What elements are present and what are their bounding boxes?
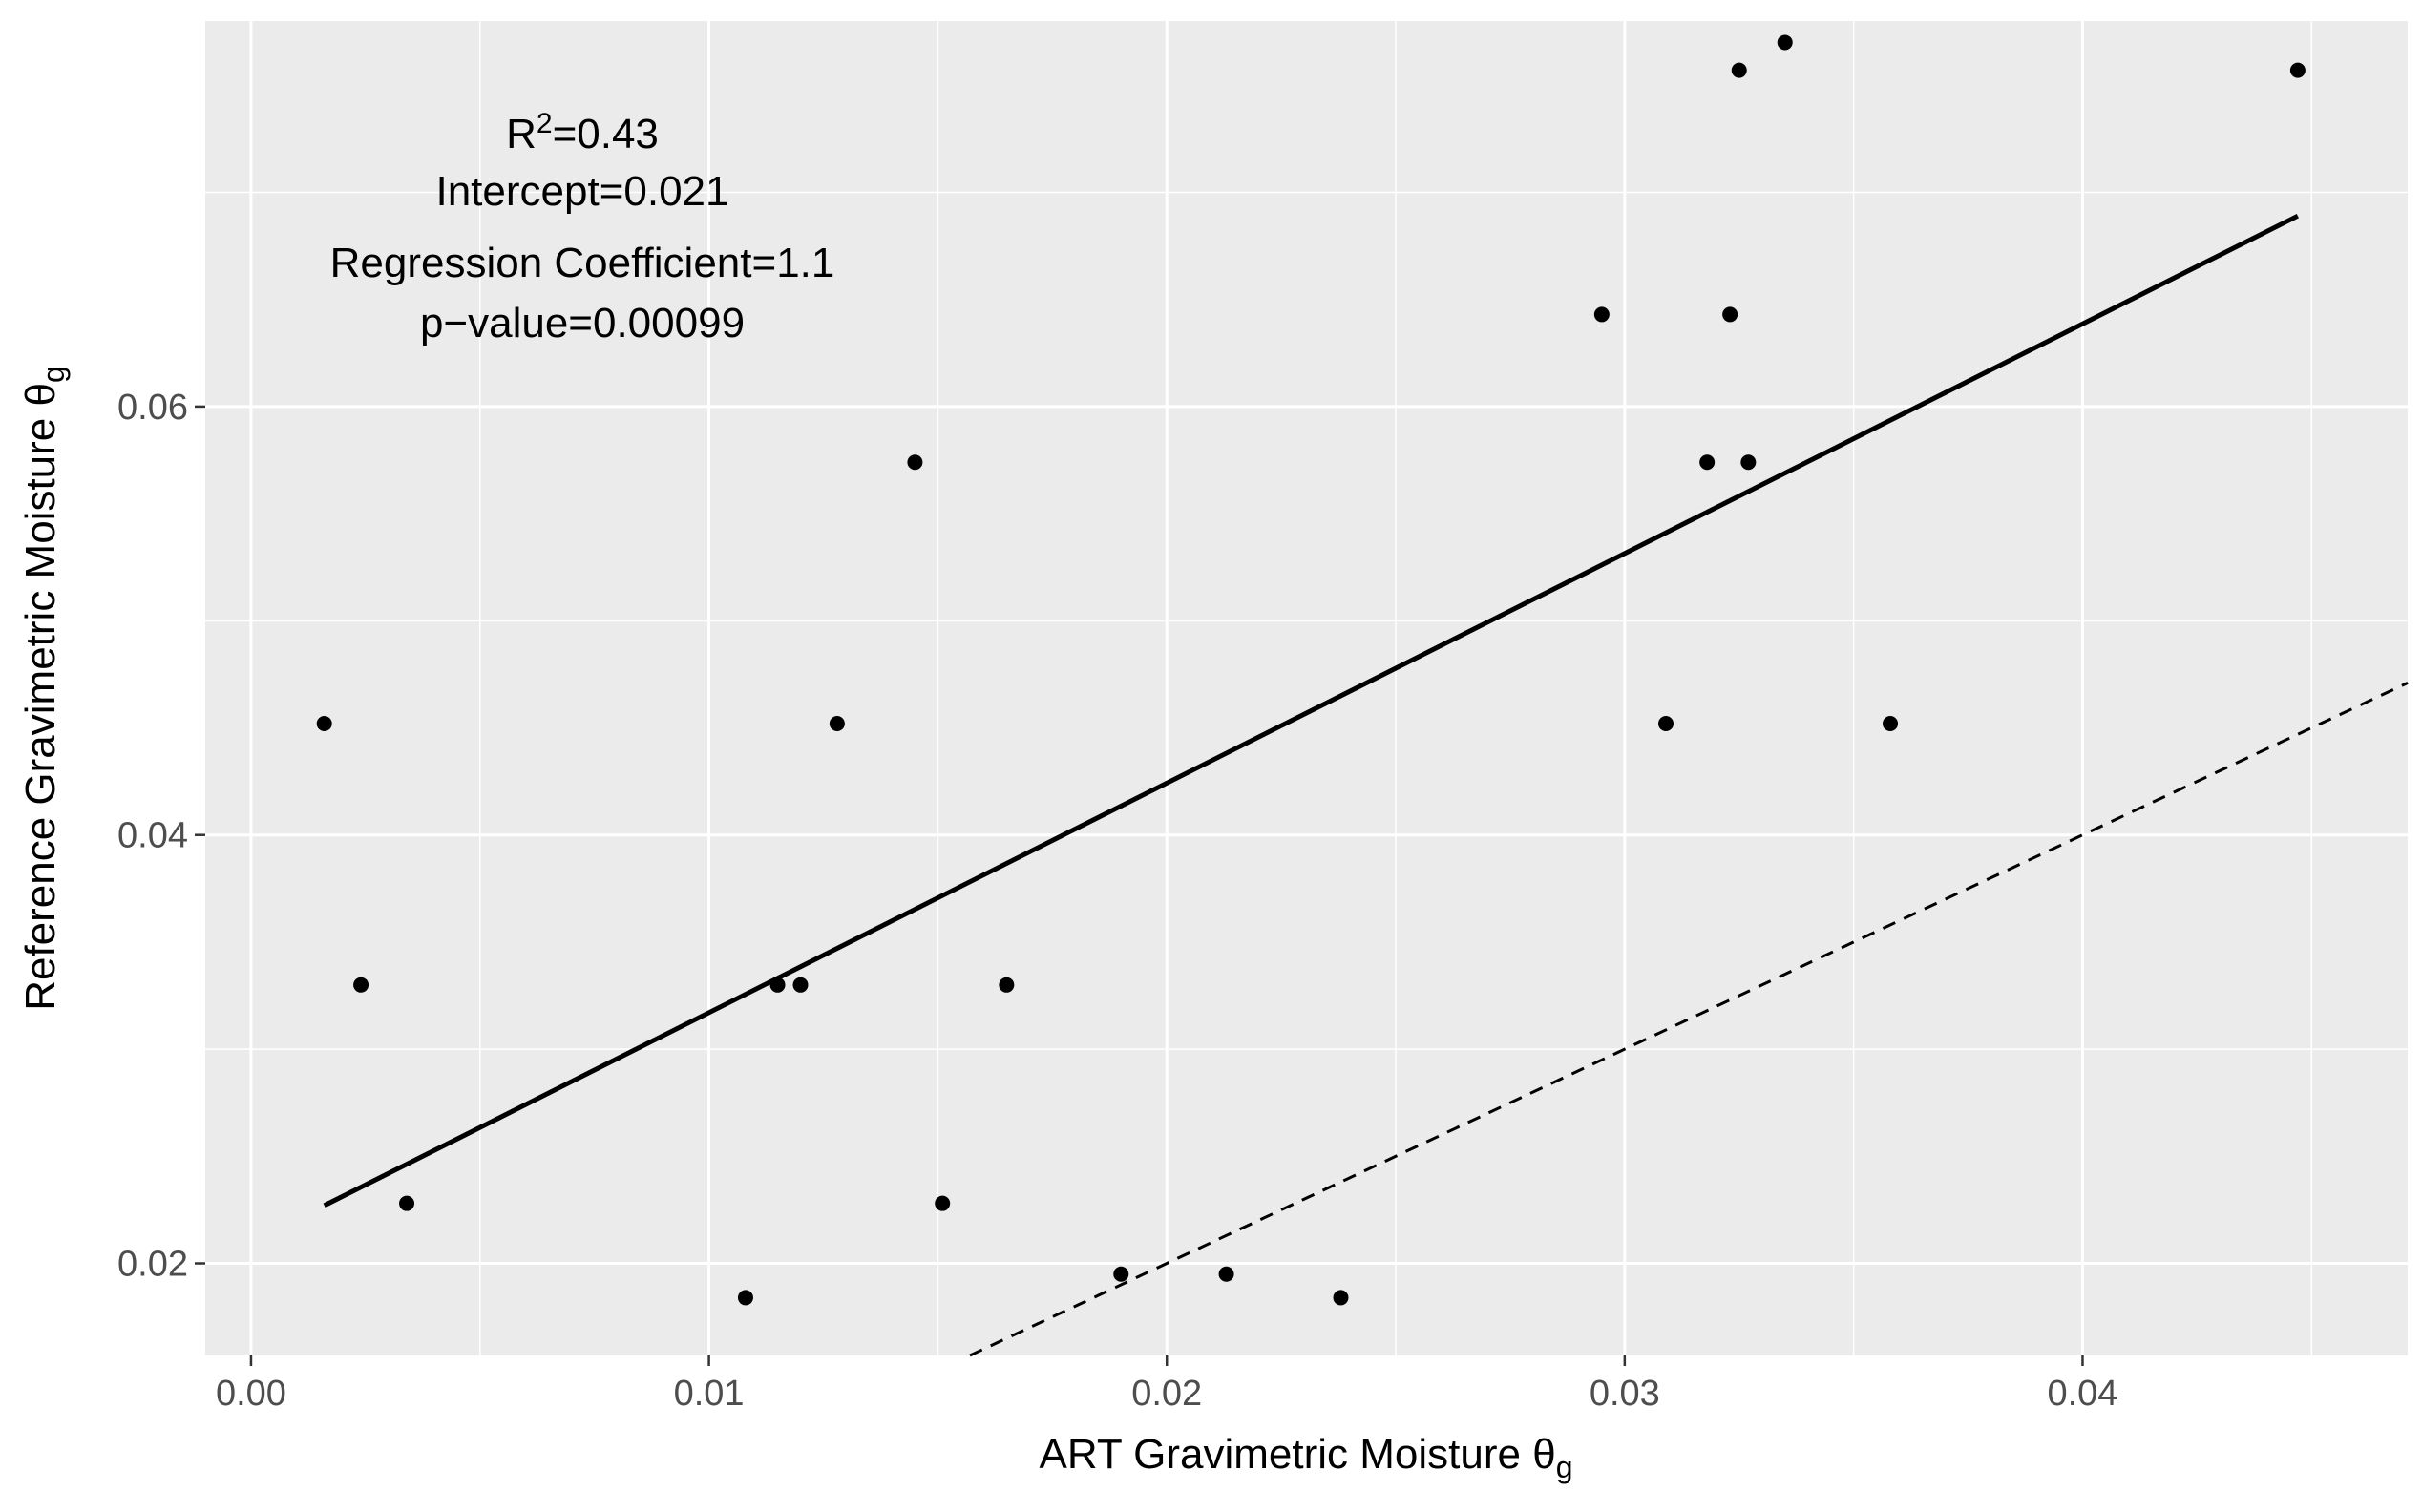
data-point <box>399 1195 415 1211</box>
data-point <box>999 976 1015 993</box>
x-tick-label: 0.04 <box>2047 1374 2117 1414</box>
x-tick-label: 0.01 <box>674 1374 745 1414</box>
data-point <box>1699 454 1716 471</box>
data-point <box>1740 454 1757 471</box>
regression-line <box>323 213 2300 1208</box>
data-point <box>1883 716 1899 732</box>
stats-annotation: R2=0.43 Intercept=0.021 Regression Coeff… <box>330 108 835 346</box>
x-tick-label: 0.03 <box>1590 1374 1660 1414</box>
x-axis: 0.00 0.01 0.02 0.03 0.04 <box>216 1355 2117 1414</box>
data-point <box>792 976 809 993</box>
data-point <box>829 716 845 732</box>
data-points <box>316 34 2306 1306</box>
p-value-label: p−value=0.00099 <box>420 300 745 346</box>
fit-lines <box>323 213 2409 1357</box>
y-tick-label: 0.04 <box>117 816 188 856</box>
data-point <box>907 454 923 471</box>
y-axis: 0.02 0.04 0.06 <box>117 388 205 1285</box>
coefficient-label: Regression Coefficient=1.1 <box>330 240 835 286</box>
plot-panel <box>205 21 2408 1355</box>
data-point <box>1333 1290 1349 1306</box>
y-tick-label: 0.06 <box>117 388 188 428</box>
data-point <box>769 976 786 993</box>
data-point <box>1722 306 1738 323</box>
data-point <box>353 976 369 993</box>
identity-line <box>969 682 2409 1357</box>
data-point <box>1218 1266 1234 1282</box>
intercept-label: Intercept=0.021 <box>435 168 728 215</box>
x-axis-title: ART Gravimetric Moisture θg <box>1040 1431 1573 1484</box>
data-point <box>935 1195 951 1211</box>
data-point <box>737 1290 753 1306</box>
data-point <box>2289 62 2306 78</box>
x-tick-label: 0.02 <box>1131 1374 1202 1414</box>
data-point <box>316 716 332 732</box>
minor-gridlines <box>205 21 2408 1355</box>
data-point <box>1731 62 1747 78</box>
data-point <box>1658 716 1674 732</box>
r-squared-label: R2=0.43 <box>506 108 659 158</box>
major-gridlines <box>205 21 2408 1355</box>
y-axis-title: Reference Gravimetric Moisture θg <box>17 366 71 1011</box>
y-tick-label: 0.02 <box>117 1245 188 1285</box>
x-tick-label: 0.00 <box>216 1374 286 1414</box>
data-point <box>1777 34 1793 51</box>
data-point <box>1113 1266 1129 1282</box>
data-point <box>1593 306 1610 323</box>
